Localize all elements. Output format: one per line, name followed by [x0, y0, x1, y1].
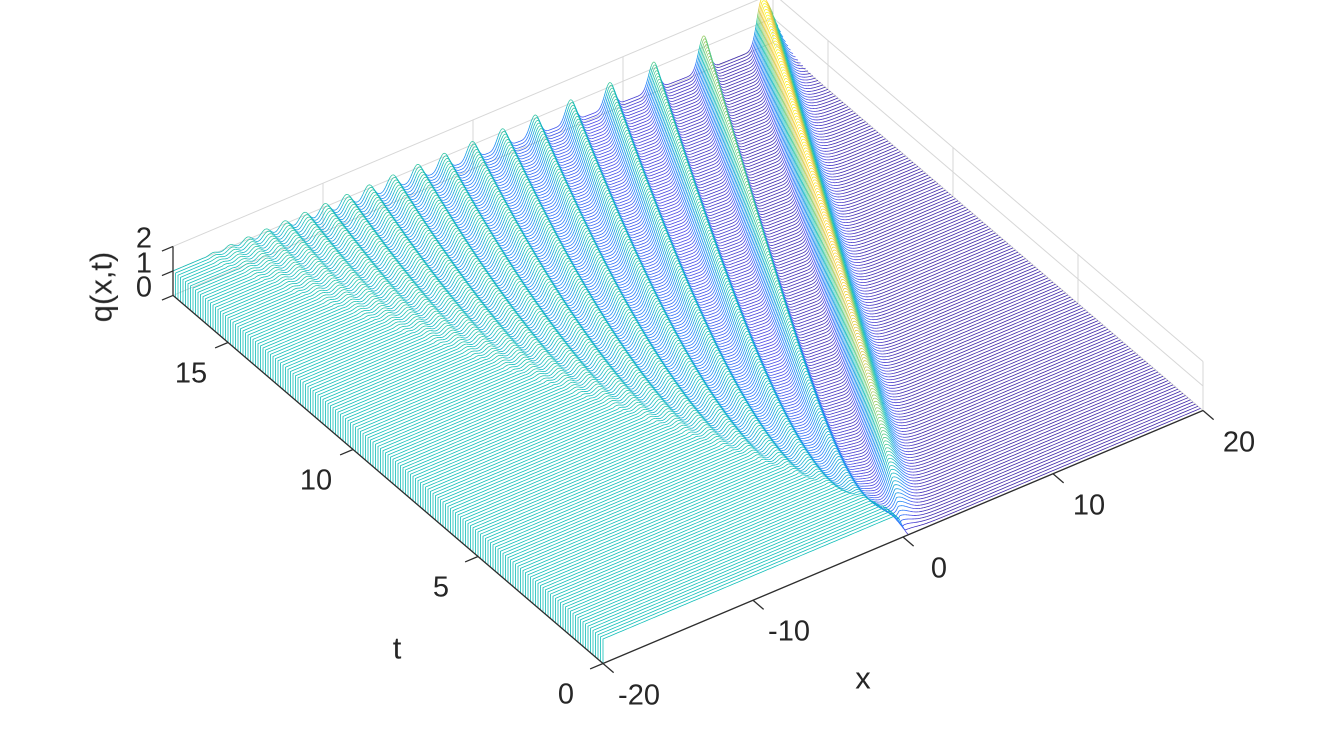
- x-tick-label: 0: [930, 552, 948, 585]
- t-tick-label: 5: [432, 571, 450, 603]
- x-tick-label: 20: [1222, 426, 1256, 458]
- t-tick-label: 10: [299, 464, 333, 496]
- z-tick-label: 2: [135, 222, 153, 255]
- t-axis-label: t: [392, 630, 402, 666]
- x-tick-label: -10: [768, 615, 810, 648]
- z-tick-label: 1: [135, 247, 153, 280]
- t-tick-label: 15: [174, 357, 208, 389]
- t-tick-label: 0: [557, 678, 575, 710]
- x-tick-label: 10: [1072, 489, 1106, 522]
- x-tick-label: -20: [618, 679, 660, 711]
- z-axis-label: q(x,t): [83, 251, 119, 323]
- x-axis-label: x: [855, 660, 871, 696]
- z-tick-label: 0: [135, 271, 153, 304]
